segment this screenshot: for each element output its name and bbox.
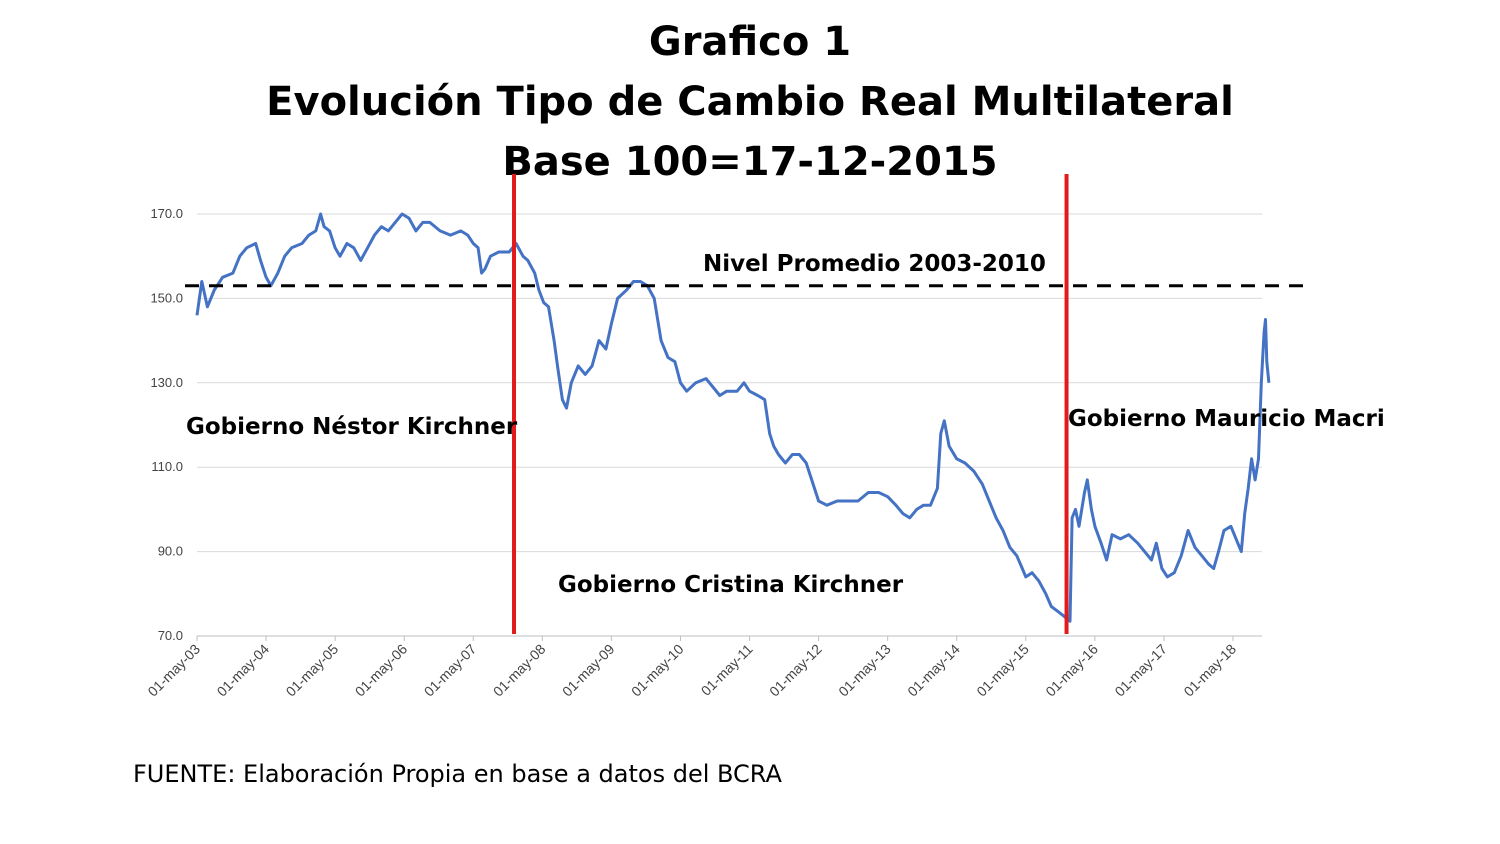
y-tick-label: 90.0 (158, 544, 183, 559)
x-tick-label: 01-may-17 (1111, 641, 1170, 700)
x-axis-ticks: 01-may-03 01-may-04 01-may-05 01-may-06 01-m… (144, 636, 1239, 699)
annotation-mauricio-macri: Gobierno Mauricio Macri (1068, 406, 1385, 432)
grid-lines (197, 213, 1262, 637)
x-tick-label: 01-may-07 (421, 641, 480, 700)
x-tick-label: 01-may-16 (1042, 641, 1101, 700)
y-tick-label: 150.0 (150, 290, 183, 305)
x-tick-label: 01-may-06 (352, 641, 411, 700)
x-tick-label: 01-may-09 (559, 641, 618, 700)
y-axis-ticks: 70.0 90.0 110.0 130.0 150.0 170.0 (150, 206, 183, 643)
x-tick-label: 01-may-18 (1180, 641, 1239, 700)
y-tick-label: 130.0 (150, 375, 183, 390)
x-tick-label: 01-may-08 (490, 641, 549, 700)
x-tick-label: 01-may-11 (698, 641, 756, 699)
series-line-tcrm (195, 212, 1271, 623)
x-tick-label: 01-may-15 (973, 641, 1032, 700)
x-tick-label: 01-may-14 (904, 641, 963, 700)
title-line-1: Grafico 1 (648, 19, 852, 65)
x-tick-label: 01-may-12 (766, 641, 825, 700)
average-level-label: Nivel Promedio 2003-2010 (703, 251, 1046, 277)
government-divider-lines (512, 174, 1069, 634)
annotation-nestor-kirchner: Gobierno Néstor Kirchner (186, 414, 518, 440)
x-tick-label: 01-may-10 (628, 641, 687, 700)
x-tick-label: 01-may-04 (214, 641, 273, 700)
title-line-2: Evolución Tipo de Cambio Real Multilater… (266, 79, 1234, 125)
source-note: FUENTE: Elaboración Propia en base a dat… (133, 760, 782, 788)
chart-title: Grafico 1 Evolución Tipo de Cambio Real … (0, 12, 1500, 192)
y-tick-label: 170.0 (150, 206, 183, 221)
x-tick-label: 01-may-05 (283, 641, 342, 700)
y-tick-label: 110.0 (151, 459, 183, 474)
x-tick-label: 01-may-13 (835, 641, 894, 700)
title-line-3: Base 100=17-12-2015 (502, 139, 998, 185)
y-tick-label: 70.0 (158, 628, 183, 643)
x-tick-label: 01-may-03 (144, 641, 203, 700)
annotation-cristina-kirchner: Gobierno Cristina Kirchner (558, 572, 904, 598)
